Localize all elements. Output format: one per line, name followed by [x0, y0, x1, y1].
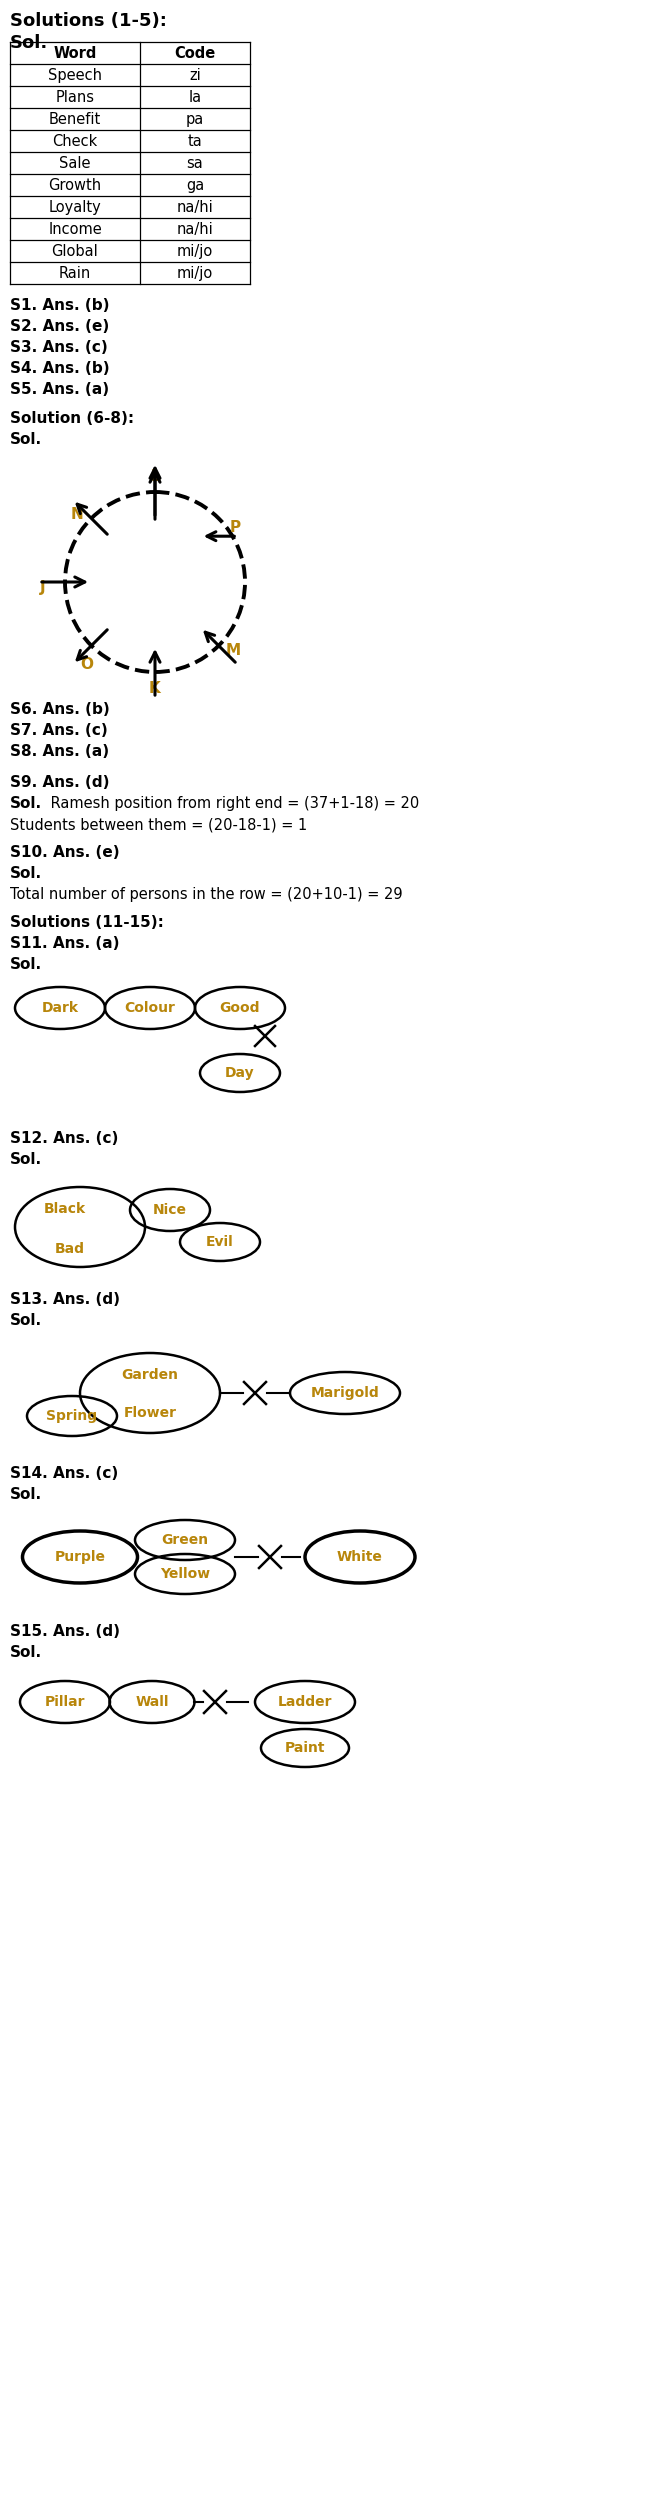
Text: S15. Ans. (d): S15. Ans. (d) [10, 1624, 120, 1639]
Text: Sol.: Sol. [10, 1313, 42, 1328]
Text: O: O [80, 658, 94, 673]
Text: Evil: Evil [206, 1235, 234, 1250]
Text: ta: ta [188, 133, 202, 148]
Text: S11. Ans. (a): S11. Ans. (a) [10, 936, 120, 951]
Text: K: K [149, 680, 161, 695]
Text: S2. Ans. (e): S2. Ans. (e) [10, 319, 109, 334]
Text: Income: Income [48, 221, 102, 236]
Text: Flower: Flower [124, 1406, 176, 1421]
Text: Solutions (11-15):: Solutions (11-15): [10, 916, 164, 931]
Text: Paint: Paint [285, 1742, 325, 1754]
Text: P: P [229, 520, 241, 535]
Text: Day: Day [225, 1067, 255, 1079]
Text: Total number of persons in the row = (20+10-1) = 29: Total number of persons in the row = (20… [10, 886, 402, 901]
Text: Ramesh position from right end = (37+1-18) = 20: Ramesh position from right end = (37+1-1… [46, 796, 419, 811]
Text: Ladder: Ladder [278, 1694, 332, 1709]
Text: Nice: Nice [153, 1202, 187, 1217]
Text: S1. Ans. (b): S1. Ans. (b) [10, 299, 110, 314]
Text: Bad: Bad [55, 1242, 85, 1255]
Text: S3. Ans. (c): S3. Ans. (c) [10, 339, 108, 354]
Text: Speech: Speech [48, 68, 102, 83]
Text: Sol.: Sol. [10, 866, 42, 881]
Text: Students between them = (20-18-1) = 1: Students between them = (20-18-1) = 1 [10, 816, 307, 831]
Text: Rain: Rain [59, 266, 91, 281]
Text: Sol.: Sol. [10, 35, 49, 53]
Text: Solution (6-8):: Solution (6-8): [10, 412, 134, 427]
Text: ga: ga [186, 178, 204, 193]
Text: Word: Word [53, 45, 96, 60]
Text: S13. Ans. (d): S13. Ans. (d) [10, 1293, 120, 1308]
Text: Dark: Dark [41, 1001, 78, 1014]
Text: M: M [225, 643, 241, 658]
Text: na/hi: na/hi [177, 198, 213, 213]
Text: Marigold: Marigold [311, 1386, 379, 1401]
Text: S5. Ans. (a): S5. Ans. (a) [10, 382, 109, 397]
Text: S10. Ans. (e): S10. Ans. (e) [10, 846, 120, 861]
Text: N: N [70, 507, 83, 522]
Text: S4. Ans. (b): S4. Ans. (b) [10, 361, 110, 376]
Text: Sol.: Sol. [10, 432, 42, 447]
Text: Sol.: Sol. [10, 1152, 42, 1167]
Text: White: White [337, 1551, 383, 1564]
Text: Code: Code [174, 45, 215, 60]
Text: Solutions (1-5):: Solutions (1-5): [10, 13, 167, 30]
Text: Plans: Plans [55, 90, 94, 105]
Text: zi: zi [189, 68, 201, 83]
Text: Green: Green [162, 1534, 209, 1546]
Text: S14. Ans. (c): S14. Ans. (c) [10, 1466, 118, 1481]
Text: na/hi: na/hi [177, 221, 213, 236]
Text: Sol.: Sol. [10, 1486, 42, 1501]
Text: Purple: Purple [55, 1551, 106, 1564]
Text: Sol.: Sol. [10, 796, 42, 811]
Text: Wall: Wall [135, 1694, 169, 1709]
Text: Sol.: Sol. [10, 1644, 42, 1659]
Text: Pillar: Pillar [45, 1694, 85, 1709]
Text: Spring: Spring [47, 1408, 98, 1423]
Text: Garden: Garden [122, 1368, 178, 1383]
Text: mi/jo: mi/jo [177, 266, 213, 281]
Text: Colour: Colour [124, 1001, 176, 1014]
Text: la: la [188, 90, 201, 105]
Text: S9. Ans. (d): S9. Ans. (d) [10, 776, 110, 791]
Text: Global: Global [52, 243, 98, 259]
Text: Loyalty: Loyalty [49, 198, 101, 213]
Text: pa: pa [186, 110, 204, 126]
Text: J: J [40, 580, 46, 595]
Text: S6. Ans. (b): S6. Ans. (b) [10, 703, 110, 718]
Text: Sale: Sale [59, 156, 90, 171]
Text: S12. Ans. (c): S12. Ans. (c) [10, 1132, 118, 1147]
Text: mi/jo: mi/jo [177, 243, 213, 259]
Text: Check: Check [53, 133, 98, 148]
Text: Benefit: Benefit [49, 110, 101, 126]
Text: Black: Black [44, 1202, 86, 1215]
Text: L: L [150, 469, 160, 484]
Text: Sol.: Sol. [10, 956, 42, 971]
Text: S8. Ans. (a): S8. Ans. (a) [10, 743, 109, 758]
Text: Growth: Growth [49, 178, 102, 193]
Text: Good: Good [219, 1001, 260, 1014]
Text: sa: sa [187, 156, 203, 171]
Text: S7. Ans. (c): S7. Ans. (c) [10, 723, 108, 738]
Text: Yellow: Yellow [160, 1566, 210, 1581]
